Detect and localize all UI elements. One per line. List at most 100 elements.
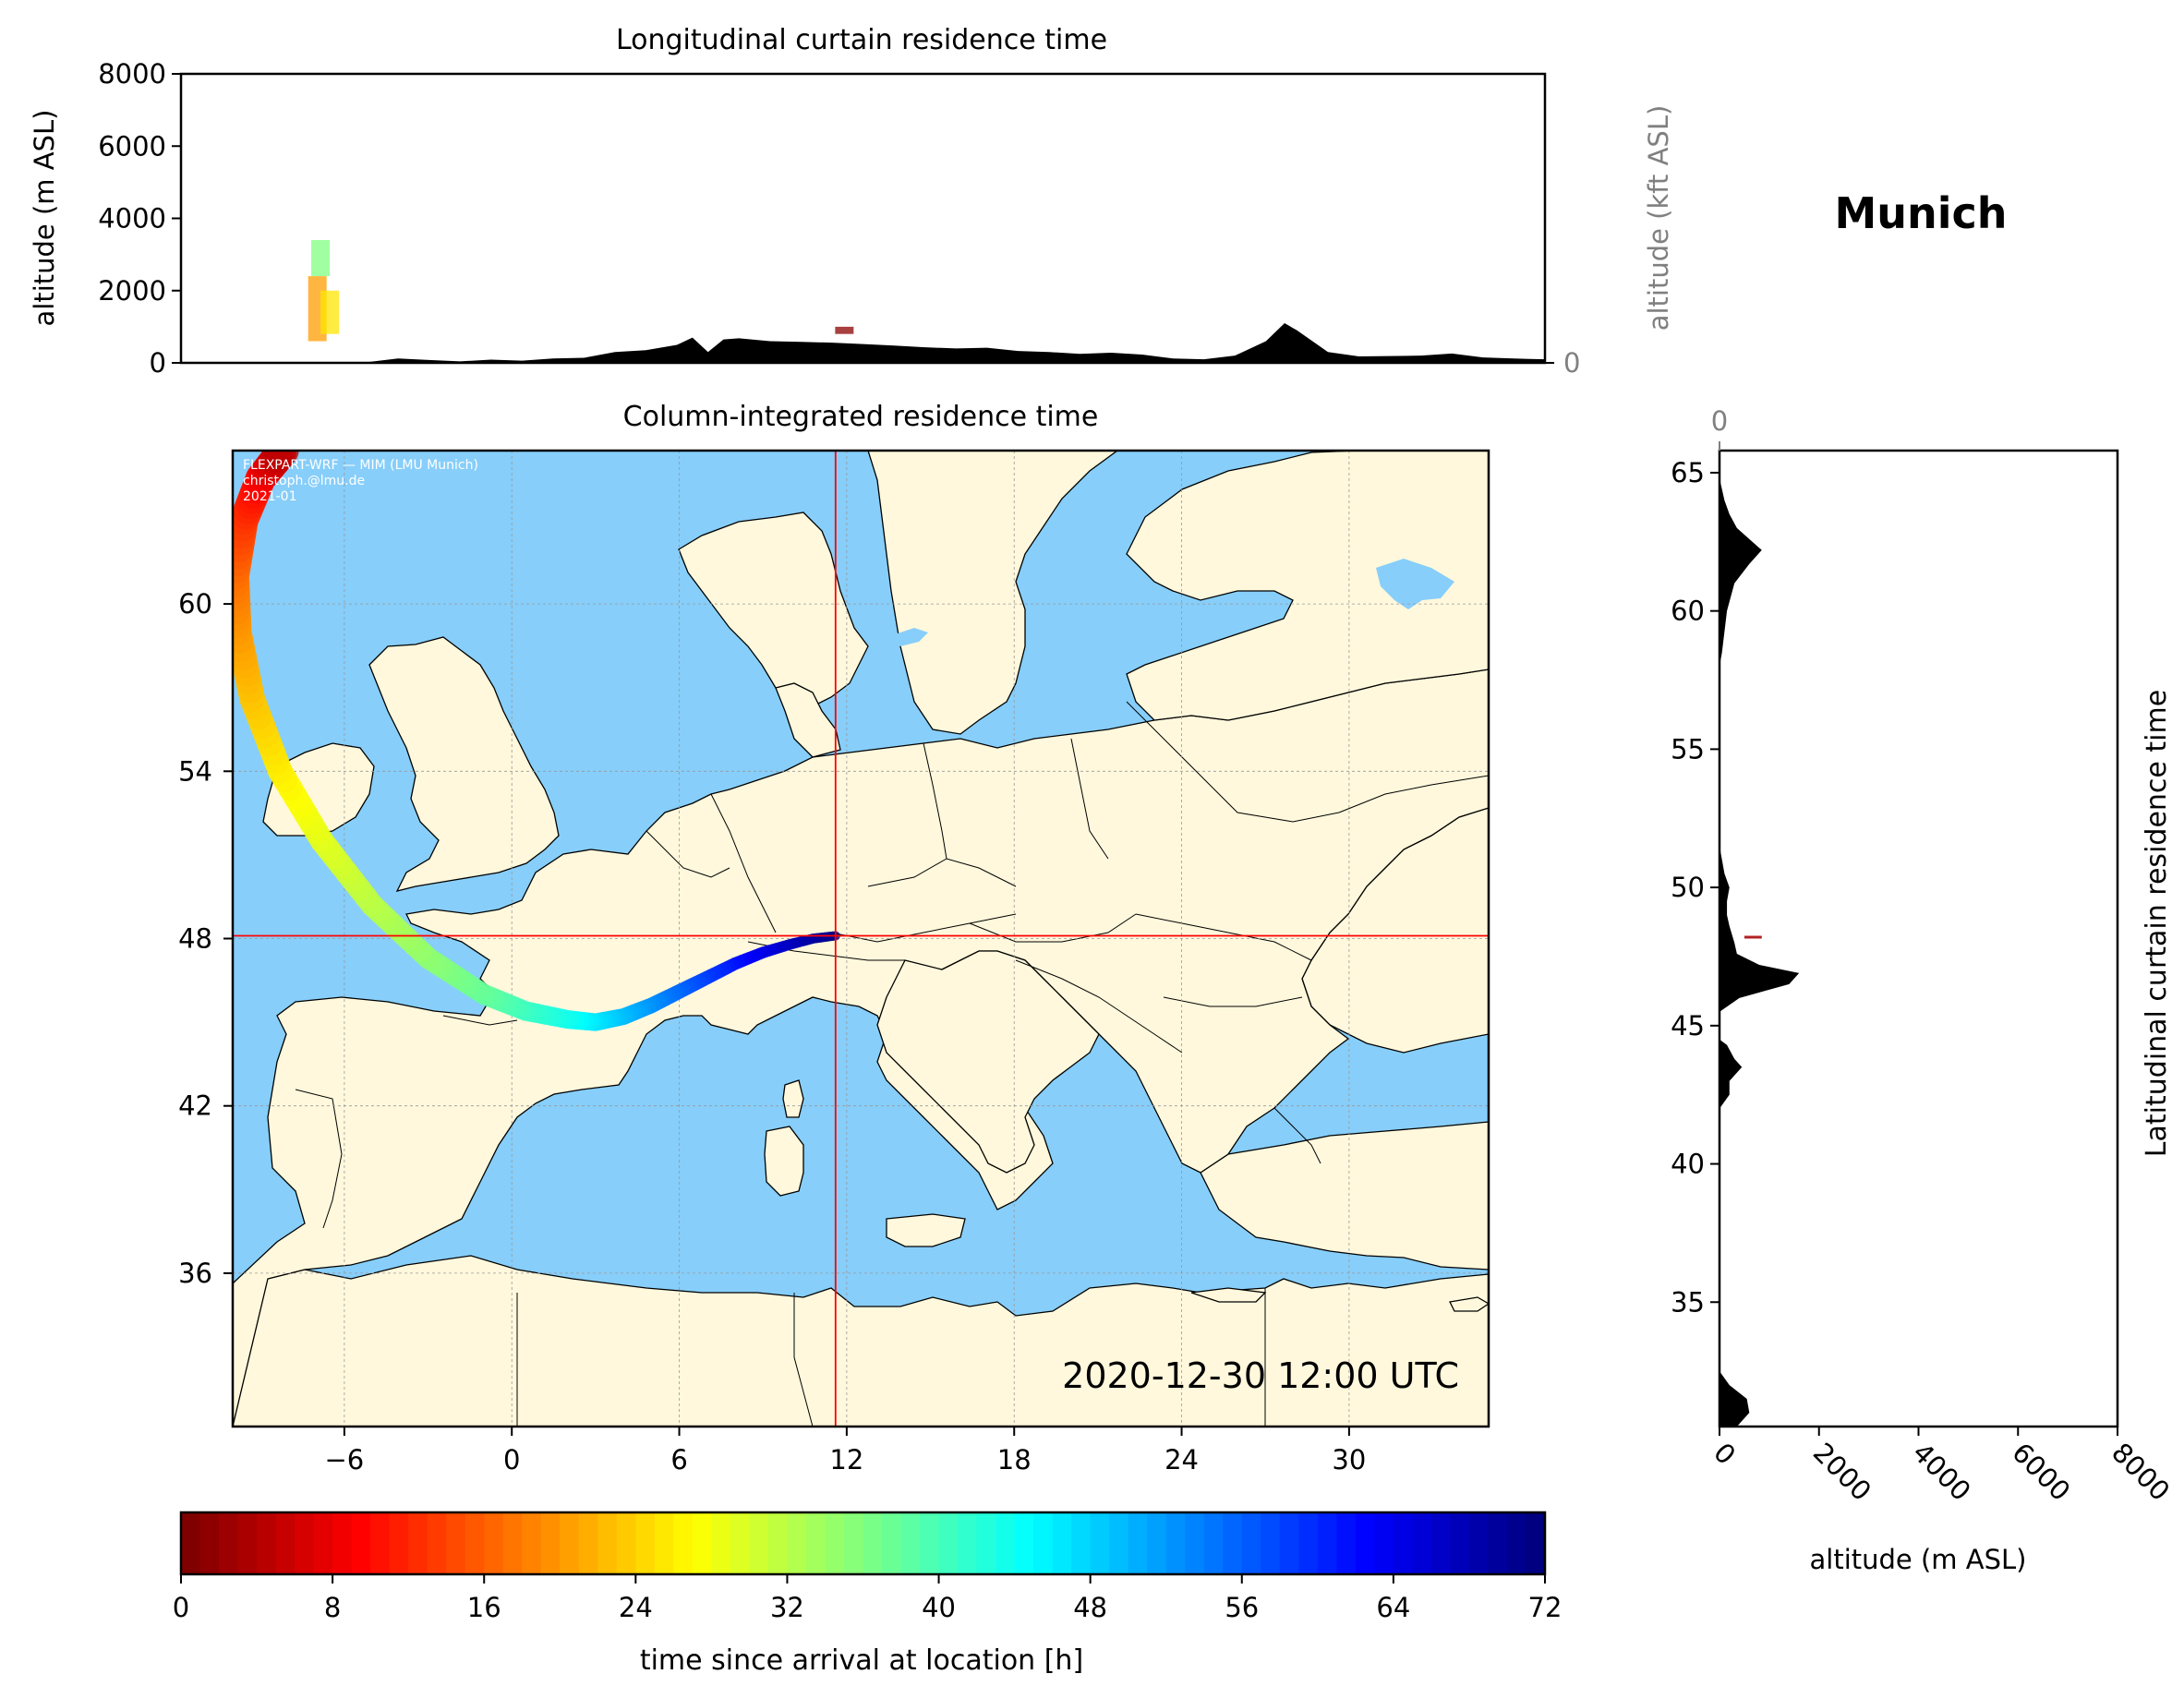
country-borders [295,701,1489,1427]
tick-label: 12 [829,1444,863,1475]
tick-label: 24 [1164,1444,1199,1475]
colorbar-step [1488,1512,1508,1574]
tick-label: 0 [173,1592,189,1623]
colorbar-step [1506,1512,1527,1574]
colorbar-step [958,1512,978,1574]
land-scandinavia [867,451,1119,735]
colorbar-step [787,1512,807,1574]
plume-cell [320,290,340,334]
land-corsica [782,1079,804,1118]
colorbar-step [389,1512,409,1574]
colorbar-step [1430,1512,1452,1574]
colorbar-step [1298,1512,1319,1574]
border-turkey [1273,1107,1321,1164]
colorbar-step [1336,1512,1357,1574]
tick-label: 60 [1671,596,1705,627]
tick-label: 0 [1711,405,1728,437]
colorbar-step [275,1512,296,1574]
lakes [887,559,1454,646]
tick-label: 48 [178,923,212,955]
colorbar-frame [179,1511,1547,1576]
colorbar-step [1317,1512,1337,1574]
tick-label: 2000 [98,275,166,307]
tick-label: 32 [770,1592,804,1623]
tick-label: 2000 [1807,1437,1877,1507]
border-germany-austria [830,913,1017,943]
colorbar-step [1052,1512,1072,1574]
colorbar-step [1147,1512,1167,1574]
colorbar-step [351,1512,371,1574]
column-integrated-panel: Column-integrated residence time [178,401,1490,1475]
latitudinal-lat-ticks: 35 40 45 50 55 60 65 [1671,457,1719,1318]
colorbar-step [313,1512,333,1574]
tick-label: 0 [150,347,166,379]
land-crete [1190,1287,1267,1303]
longitudinal-curtain-panel: Longitudinal curtain residence time 0 200… [29,24,1674,379]
colorbar-step [1128,1512,1148,1574]
map-longitude-ticks: −6 0 6 12 18 24 30 [325,1427,1366,1475]
map-title: Column-integrated residence time [623,401,1099,433]
border-germany-poland [923,742,947,860]
colorbar-step [578,1512,598,1574]
colorbar-step [635,1512,656,1574]
colorbar-step [805,1512,827,1574]
colorbar-step [332,1512,353,1574]
land-sardinia [764,1126,804,1197]
tick-label: 6000 [98,130,166,162]
tick-label: 0 [1707,1437,1742,1471]
tick-label: 6 [670,1444,687,1475]
colorbar-step [522,1512,542,1574]
colorbar-step [446,1512,466,1574]
colorbar-step [408,1512,428,1574]
tick-label: 60 [178,588,212,620]
tick-label: 50 [1671,872,1705,903]
longitudinal-ylabel-right: altitude (kft ASL) [1643,105,1674,331]
credit-line-3: 2021-01 [243,489,297,504]
colorbar-step [219,1512,239,1574]
colorbar-step [920,1512,940,1574]
border-france-germany [710,793,777,933]
tick-label: 42 [178,1090,212,1122]
colorbar-step [900,1512,921,1574]
colorbar-step [1279,1512,1299,1574]
location-title: Munich [1834,188,2007,238]
border-germany-czechia [867,858,1017,887]
colorbar-step [181,1512,201,1574]
plume-cell [835,326,854,334]
land-sicily [886,1213,966,1247]
colorbar-step [484,1512,504,1574]
colorbar-gradient [181,1512,1546,1574]
colorbar-step [1393,1512,1414,1574]
tick-label: 36 [178,1258,212,1289]
colorbar-step [1526,1512,1546,1574]
border-benelux [646,830,730,878]
colorbar-step [616,1512,636,1574]
tick-label: 40 [1671,1149,1705,1180]
colorbar-step [1374,1512,1394,1574]
colorbar-step [767,1512,789,1574]
land-finland-baltics [1126,451,1489,721]
tick-label: 8000 [2106,1437,2176,1507]
colorbar-step [730,1512,751,1574]
tick-label: 72 [1528,1592,1563,1623]
colorbar-step [257,1512,277,1574]
colorbar-step [1261,1512,1281,1574]
latitudinal-kft-ticks: 050100 [1711,405,1728,451]
colorbar-label: time since arrival at location [h] [640,1644,1083,1677]
colorbar-step [938,1512,959,1574]
credit-line-1: FLEXPART-WRF — MIM (LMU Munich) [243,458,478,473]
border-spain-portugal [295,1089,343,1229]
tick-label: 55 [1671,733,1705,765]
latitudinal-altitude-ticks: 0 2000 4000 6000 8000 [1707,1427,2176,1507]
colorbar-step [843,1512,864,1574]
border-belarus [1126,701,1340,823]
colorbar: 0 8 16 24 32 40 48 56 64 72 time since arrival at… [173,1511,1563,1677]
colorbar-step [995,1512,1016,1574]
tick-label: 35 [1671,1286,1705,1318]
longitudinal-y-ticks: 0 2000 4000 6000 8000 [98,58,181,379]
colorbar-step [465,1512,485,1574]
colorbar-step [597,1512,618,1574]
credit-line-2: christoph.@lmu.de [243,474,365,488]
tick-label: 24 [619,1592,653,1623]
